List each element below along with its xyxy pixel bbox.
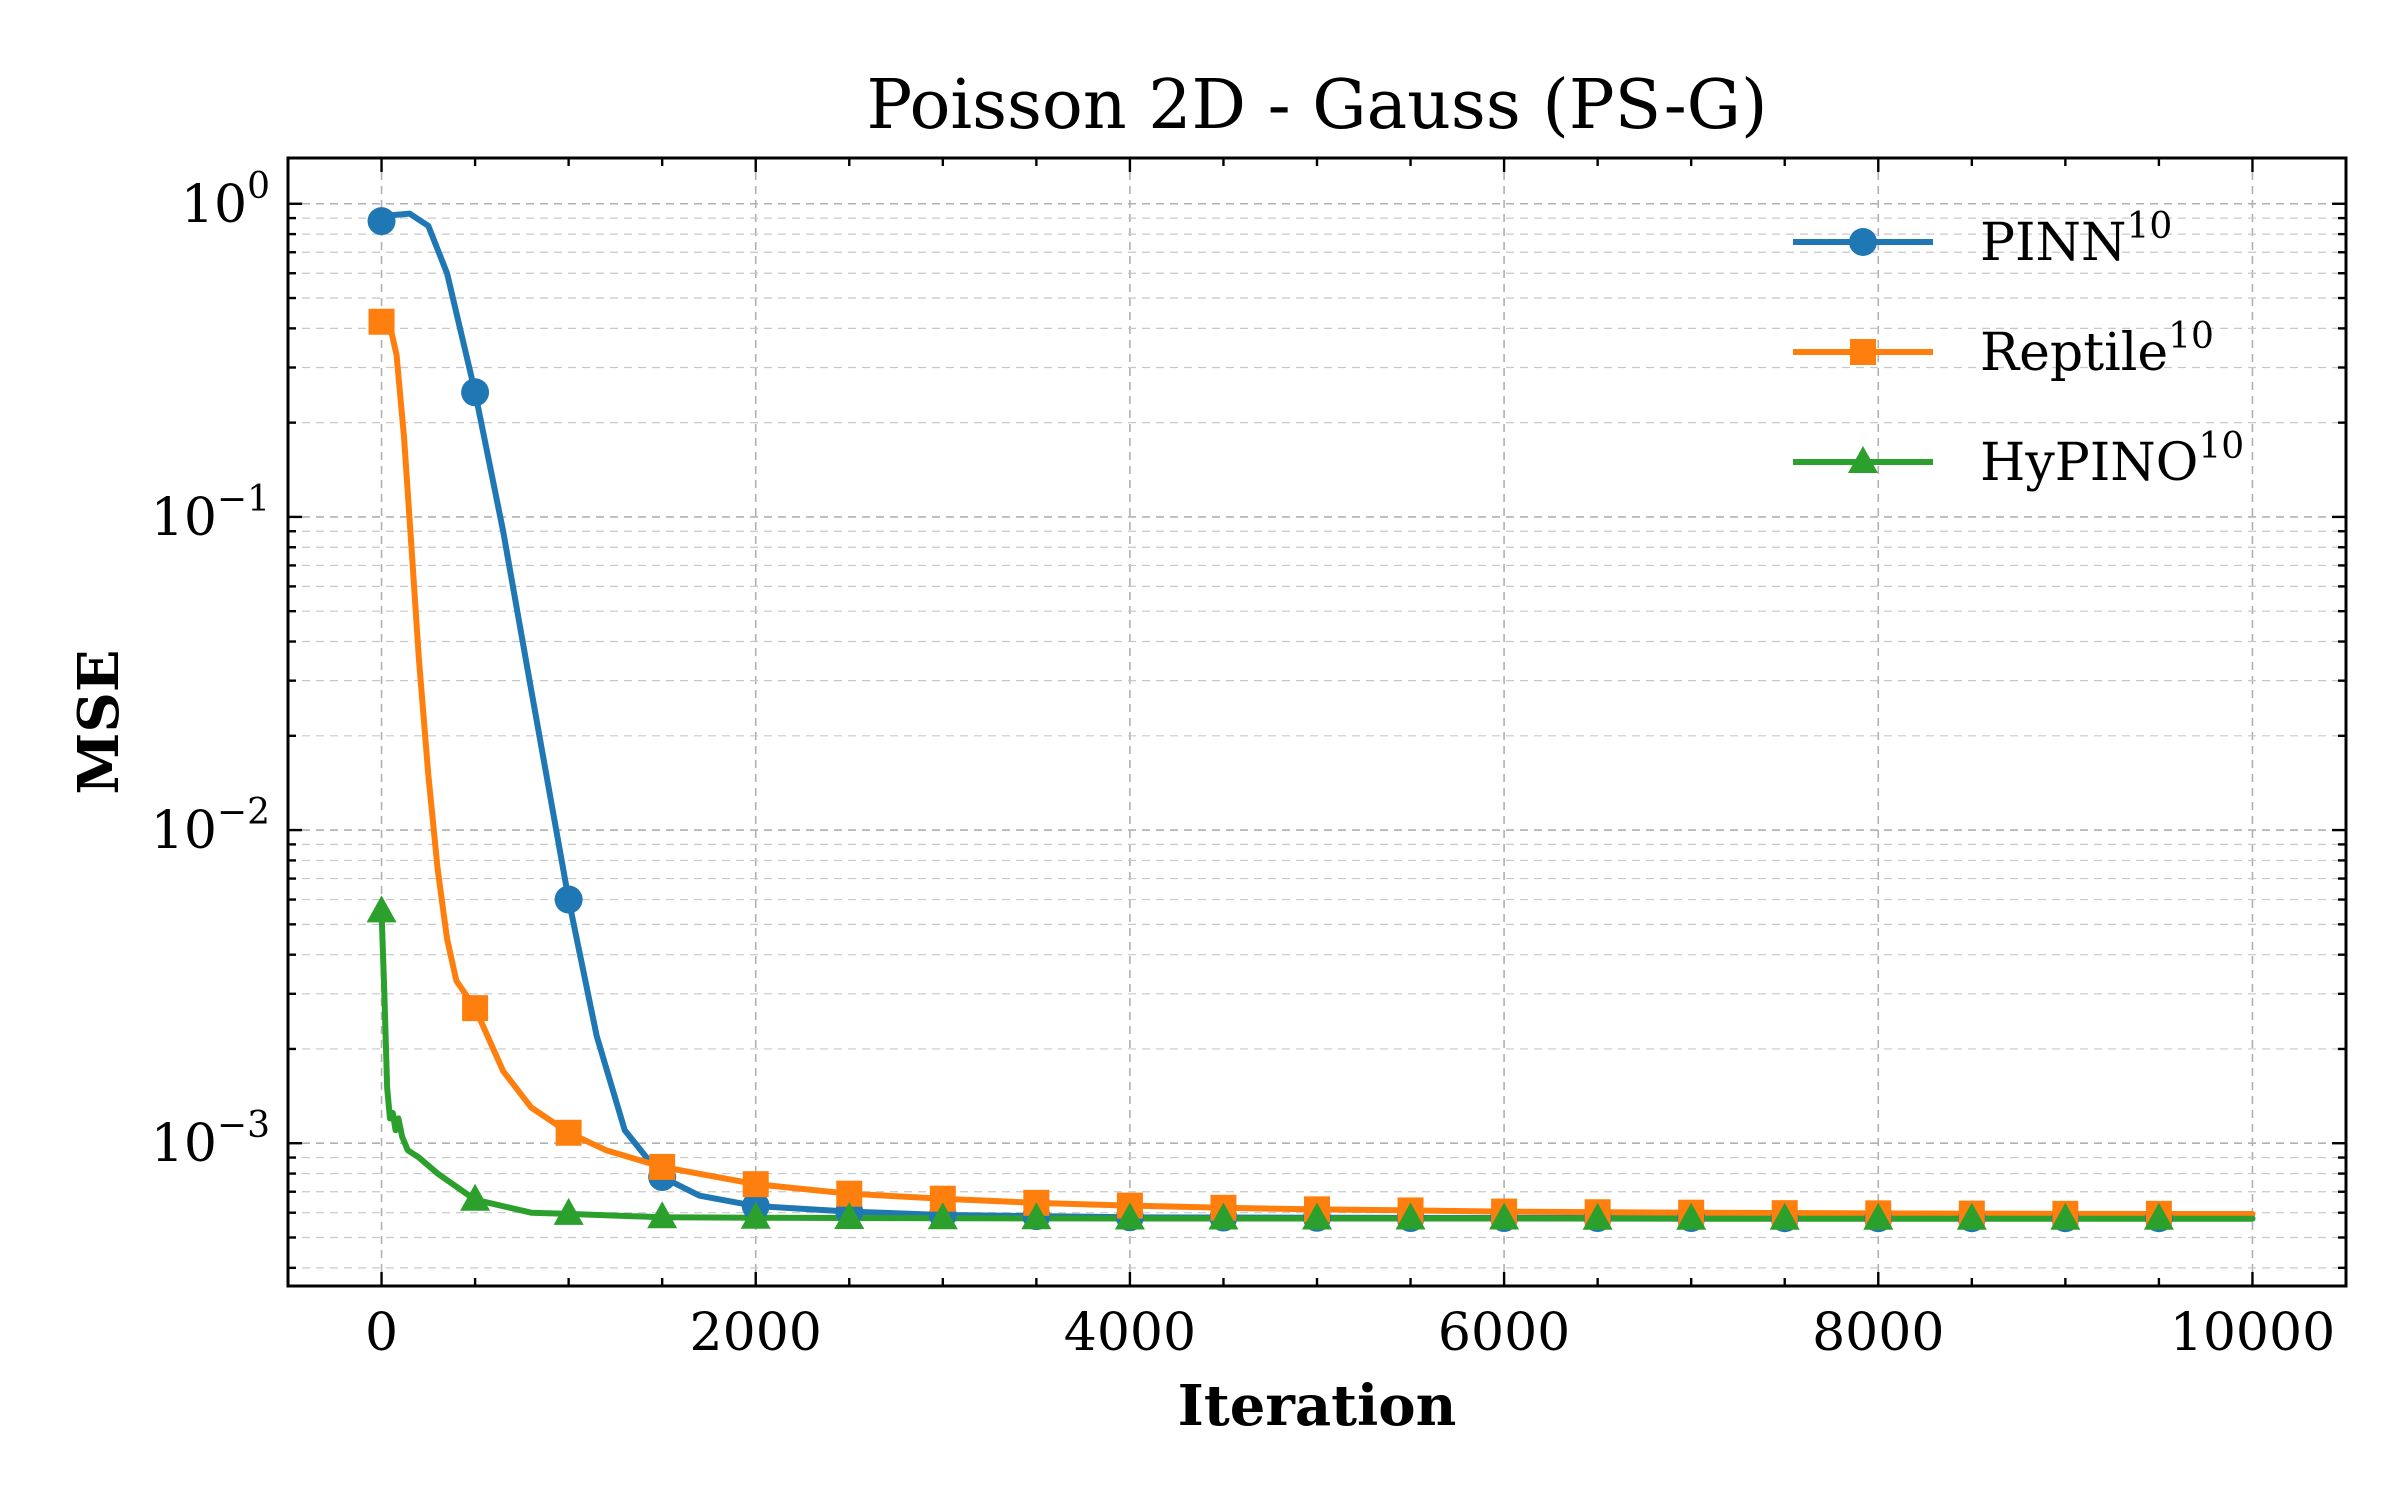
pinn-point: [367, 207, 396, 236]
reptile-point: [368, 308, 395, 335]
x-axis-title: Iteration: [1178, 1373, 1457, 1439]
x-tick-label: 8000: [1812, 1303, 1944, 1363]
hypino-point: [834, 1202, 865, 1230]
hypino-point: [1956, 1202, 1987, 1230]
legend-label: PINN10: [1980, 206, 2172, 273]
reptile-series-line: [378, 318, 2256, 1218]
hypino-point: [1208, 1202, 1239, 1230]
legend-item-pinn: PINN10: [1793, 206, 2172, 273]
legend-label: Reptile10: [1980, 316, 2214, 383]
hypino-point: [366, 895, 397, 923]
hypino-point: [460, 1183, 491, 1211]
y-tick-label: 10−2: [151, 792, 270, 861]
plot-series: [378, 210, 2256, 1222]
pinn-point: [461, 378, 490, 407]
pinn-point: [554, 885, 583, 914]
axis-ticks: [286, 158, 2348, 1286]
hypino-point: [1302, 1202, 1332, 1230]
hypino-point: [1489, 1202, 1520, 1230]
legend-item-hypino: HyPINO10: [1793, 426, 2244, 493]
hypino-point: [553, 1197, 584, 1225]
plot-markers: [366, 207, 2174, 1233]
reptile-point: [555, 1119, 582, 1146]
hypino-series-line: [378, 908, 2256, 1222]
hypino-point: [1021, 1202, 1052, 1230]
hypino-point: [1676, 1202, 1707, 1230]
chart-title: Poisson 2D - Gauss (PS-G): [866, 66, 1767, 145]
reptile-point: [742, 1171, 769, 1198]
legend: PINN10 Reptile10 HyPINO10: [1793, 206, 2244, 493]
hypino-point: [1395, 1202, 1426, 1230]
y-tick-label: 10−3: [151, 1105, 270, 1174]
legend-item-reptile: Reptile10: [1793, 316, 2214, 383]
hypino-point: [740, 1201, 771, 1229]
hypino-point: [647, 1201, 678, 1229]
hypino-point: [1582, 1202, 1613, 1230]
x-tick-label: 6000: [1438, 1303, 1570, 1363]
legend-marker: [1850, 339, 1876, 365]
legend-label: HyPINO10: [1980, 426, 2244, 493]
pinn-series-line: [378, 210, 2256, 1222]
y-tick-label: 100: [181, 166, 270, 235]
reptile-point: [462, 995, 489, 1022]
hypino-point: [2050, 1202, 2081, 1230]
x-tick-label: 10000: [2170, 1303, 2335, 1363]
x-tick-label: 2000: [690, 1303, 822, 1363]
y-axis-title: MSE: [66, 649, 132, 794]
x-tick-label: 4000: [1064, 1303, 1196, 1363]
y-tick-labels: 100 10−1 10−2 10−3: [151, 166, 270, 1174]
y-tick-label: 10−1: [151, 479, 270, 548]
legend-marker: [1849, 228, 1877, 256]
hypino-point: [927, 1202, 958, 1230]
hypino-point: [1769, 1202, 1800, 1230]
hypino-point: [1863, 1202, 1894, 1230]
legend-marker: [1848, 446, 1878, 473]
hypino-point: [2143, 1202, 2174, 1230]
x-tick-label: 0: [365, 1303, 398, 1363]
hypino-point: [1114, 1202, 1145, 1230]
x-tick-labels: 0 2000 4000 6000 8000 10000: [365, 1303, 2335, 1363]
reptile-point: [649, 1153, 676, 1180]
